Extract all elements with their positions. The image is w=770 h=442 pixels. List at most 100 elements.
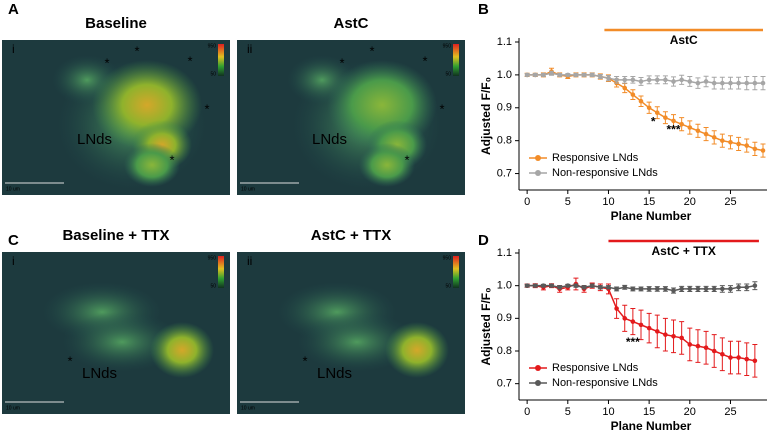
y-axis-label: Adjusted F/F₀ (479, 287, 493, 365)
data-point (638, 79, 644, 84)
legend-label: Responsive LNds (552, 152, 639, 164)
cell-blob (359, 143, 415, 187)
data-point (622, 85, 628, 91)
data-point (622, 285, 628, 290)
image-numeral: ii (247, 254, 252, 268)
data-point (736, 80, 741, 86)
x-tick-label: 0 (524, 196, 530, 208)
data-point (573, 72, 579, 78)
data-point (752, 358, 758, 364)
data-point (744, 80, 750, 86)
data-point (703, 286, 709, 292)
data-point (711, 348, 717, 354)
image-numeral: ii (247, 42, 252, 56)
data-point (541, 283, 546, 288)
data-point (638, 322, 644, 328)
image-title: Baseline (85, 15, 147, 32)
colorbar-min: 50 (210, 71, 216, 77)
y-tick-label: 1.1 (497, 36, 512, 48)
data-point (736, 141, 741, 147)
micrograph: * * * * * LNds i 950 50 10 um (2, 40, 230, 195)
series-line (527, 72, 763, 84)
data-point (606, 75, 611, 81)
x-tick-label: 5 (565, 406, 571, 418)
data-point (679, 286, 684, 292)
data-point (549, 283, 554, 288)
cell-label: LNds (77, 131, 112, 148)
data-point (703, 345, 709, 351)
data-point (687, 79, 693, 84)
scale-label: 10 um (241, 186, 255, 192)
data-point (646, 77, 652, 83)
colorbar-min: 50 (210, 283, 216, 289)
data-point (760, 148, 766, 153)
data-point (614, 77, 619, 83)
data-point (614, 306, 619, 311)
x-tick-label: 10 (602, 196, 614, 208)
y-axis-label: Adjusted F/F₀ (479, 77, 493, 155)
data-point (695, 80, 701, 86)
data-point (557, 72, 562, 78)
legend-label: Non-responsive LNds (552, 167, 658, 179)
legend-marker (535, 365, 541, 371)
legend-marker (535, 380, 541, 386)
micrograph: * * * * * LNds ii 950 50 10 um (237, 40, 465, 195)
scale-label: 10 um (241, 405, 255, 411)
data-point (711, 135, 717, 140)
data-point (638, 286, 644, 292)
data-point (663, 115, 668, 120)
cell-label: LNds (82, 365, 117, 382)
data-point (630, 319, 636, 324)
data-point (679, 335, 684, 341)
data-point (703, 131, 709, 137)
data-point (598, 285, 603, 290)
asterisk: * (439, 101, 444, 116)
asterisk: * (369, 43, 374, 58)
data-point (630, 77, 636, 83)
data-point (687, 342, 693, 347)
data-point (549, 70, 554, 76)
legend-label: Non-responsive LNds (552, 377, 658, 389)
data-point (532, 283, 538, 288)
data-point (581, 285, 587, 290)
scale-label: 10 um (6, 186, 20, 192)
image-title: AstC + TTX (311, 227, 391, 244)
data-point (703, 79, 709, 84)
data-point (720, 351, 725, 357)
x-tick-label: 15 (643, 196, 655, 208)
legend-marker (535, 170, 541, 176)
data-point (728, 355, 733, 360)
data-point (720, 80, 725, 86)
x-tick-label: 10 (602, 406, 614, 418)
y-tick-label: 0.7 (497, 378, 512, 390)
data-point (646, 286, 652, 292)
colorbar (218, 44, 224, 76)
data-point (752, 80, 758, 86)
y-tick-label: 0.8 (497, 345, 512, 357)
data-point (598, 74, 603, 79)
asterisk: * (104, 55, 109, 70)
data-point (711, 286, 717, 292)
data-point (744, 285, 750, 290)
colorbar-min: 50 (445, 71, 451, 77)
colorbar-max: 950 (443, 255, 452, 261)
colorbar (218, 256, 224, 288)
data-point (695, 343, 701, 349)
micrograph: * LNds i 950 50 10 um (2, 252, 230, 414)
colorbar (453, 256, 459, 288)
data-point (720, 138, 725, 143)
asterisk: * (339, 55, 344, 70)
data-point (622, 77, 628, 83)
significance-mark: *** (667, 122, 681, 136)
data-point (646, 325, 652, 331)
data-point (614, 286, 619, 292)
data-point (687, 125, 693, 130)
x-axis-label: Plane Number (611, 209, 692, 223)
data-point (524, 283, 530, 288)
data-point (654, 110, 660, 116)
data-point (557, 285, 562, 290)
data-point (695, 128, 701, 134)
data-point (654, 286, 660, 292)
colorbar-max: 950 (208, 43, 217, 49)
data-point (622, 316, 628, 321)
